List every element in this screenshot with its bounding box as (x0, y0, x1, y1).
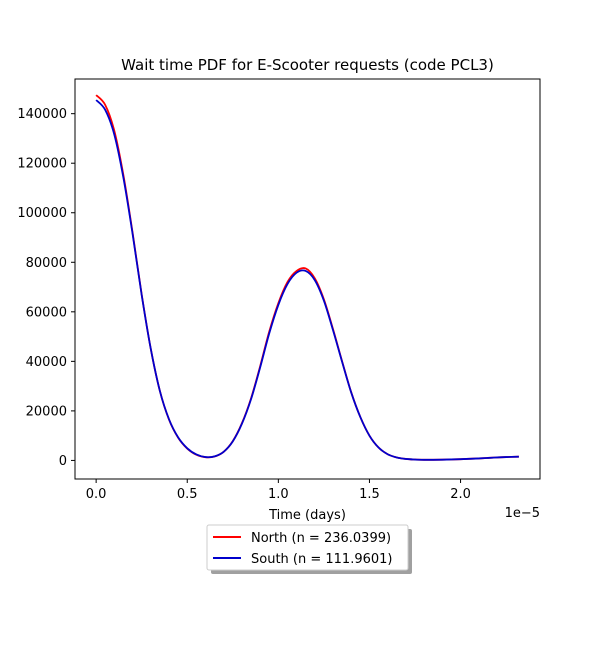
y-axis: 0 20000 40000 60000 80000 100000 120000 140000 (17, 107, 75, 469)
x-tick-label: 0.5 (177, 487, 198, 502)
legend: North (n = 236.0399) South (n = 111.9601) (206, 524, 412, 574)
y-tick-label: 0 (59, 454, 67, 469)
x-axis: 0.0 0.5 1.0 1.5 2.0 (86, 479, 471, 502)
legend-label: North (n = 236.0399) (251, 531, 391, 546)
plot-lines (95, 94, 519, 461)
x-tick-label: 2.0 (450, 487, 471, 502)
legend-box (206, 524, 409, 571)
y-tick-label: 60000 (26, 305, 67, 320)
chart-title: Wait time PDF for E-Scooter requests (co… (121, 56, 494, 74)
x-axis-label: Time (days) (268, 508, 346, 523)
x-tick-label: 0.0 (86, 487, 107, 502)
plot-area (74, 78, 541, 480)
y-tick-label: 120000 (17, 157, 67, 172)
x-axis-offset-label: 1e−5 (505, 506, 540, 521)
x-tick-label: 1.0 (268, 487, 289, 502)
y-tick-label: 140000 (17, 107, 67, 122)
y-tick-label: 40000 (26, 355, 67, 370)
legend-label: South (n = 111.9601) (251, 552, 392, 567)
y-tick-label: 100000 (17, 206, 67, 221)
series-line-north (95, 94, 519, 461)
x-tick-label: 1.5 (359, 487, 380, 502)
y-tick-label: 80000 (26, 256, 67, 271)
series-line-south (95, 99, 519, 461)
y-tick-label: 20000 (26, 404, 67, 419)
